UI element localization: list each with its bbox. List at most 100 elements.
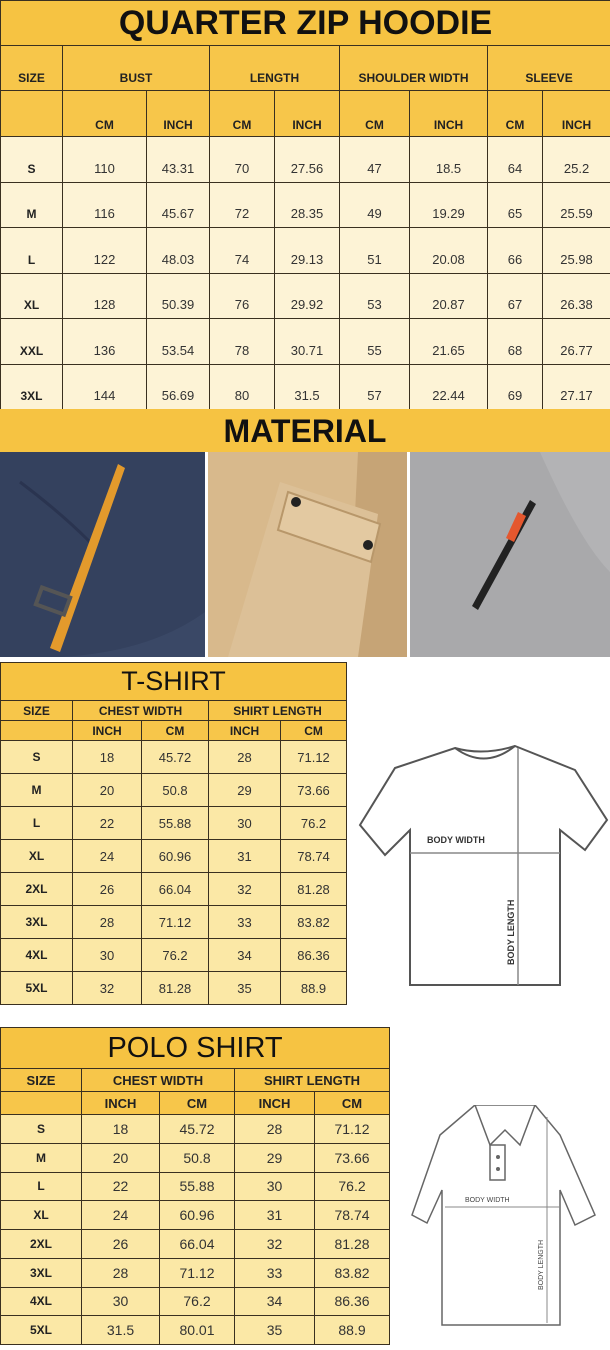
body-width-label: BODY WIDTH [427, 835, 485, 845]
table-row: XL 128 50.39 76 29.92 53 20.87 67 26.38 [0, 272, 610, 319]
table-row: 5XL 32 81.28 35 88.9 [0, 971, 348, 1005]
measurement-cell: 81.28 [141, 971, 209, 1005]
table-row: XL 24 60.96 31 78.74 [0, 839, 348, 873]
body-width-label: BODY WIDTH [465, 1197, 510, 1204]
unit-header: INCH [274, 90, 340, 137]
measurement-cell: 33 [234, 1257, 315, 1288]
measurement-cell: 29 [208, 773, 281, 807]
measurement-cell: 27.17 [541, 363, 610, 410]
measurement-cell: 78.74 [313, 1200, 391, 1230]
group-header: CHEST WIDTH [72, 700, 209, 721]
measurement-cell: 57 [339, 363, 410, 410]
measurement-cell: 31.5 [81, 1315, 160, 1345]
measurement-cell: 71.12 [159, 1257, 235, 1288]
tshirt-size-table: T-SHIRT SIZE CHEST WIDTH SHIRT LENGTH INCH CM… [0, 662, 348, 1005]
measurement-cell: 35 [234, 1315, 315, 1345]
measurement-cell: 30 [72, 938, 142, 972]
unit-header: INCH [146, 90, 210, 137]
table-row: 3XL 28 71.12 33 83.82 [0, 905, 348, 939]
table-row: 5XL 31.5 80.01 35 88.9 [0, 1315, 391, 1345]
unit-header: CM [313, 1091, 391, 1115]
measurement-cell: 45.72 [159, 1114, 235, 1144]
measurement-cell: 29.13 [274, 227, 340, 274]
measurement-cell: 78.74 [279, 839, 348, 873]
size-cell: XL [0, 272, 63, 319]
measurement-cell: 60.96 [159, 1200, 235, 1230]
measurement-cell: 45.67 [146, 181, 210, 228]
navy-fabric-photo [0, 452, 205, 657]
measurement-cell: 30.71 [274, 318, 340, 365]
size-cell: S [0, 136, 63, 183]
measurement-cell: 43.31 [146, 136, 210, 183]
measurement-cell: 71.12 [313, 1114, 391, 1144]
unit-header: CM [141, 720, 209, 741]
measurement-cell: 53.54 [146, 318, 210, 365]
size-cell: M [0, 1142, 82, 1173]
size-cell: XL [0, 839, 73, 873]
group-header: SHIRT LENGTH [233, 1068, 391, 1092]
table-row: 3XL 144 56.69 80 31.5 57 22.44 69 27.17 [0, 363, 610, 410]
measurement-cell: 31 [234, 1200, 315, 1230]
measurement-cell: 136 [62, 318, 147, 365]
group-header: SLEEVE [486, 45, 610, 91]
measurement-cell: 48.03 [146, 227, 210, 274]
size-header-blank [0, 1091, 82, 1115]
measurement-cell: 76.2 [159, 1286, 235, 1317]
table-row: M 20 50.8 29 73.66 [0, 773, 348, 807]
measurement-cell: 76.2 [313, 1171, 391, 1202]
measurement-cell: 18.5 [409, 136, 488, 183]
measurement-cell: 80 [209, 363, 275, 410]
measurement-cell: 45.72 [141, 740, 209, 774]
measurement-cell: 74 [209, 227, 275, 274]
size-cell: M [0, 181, 63, 228]
measurement-cell: 86.36 [279, 938, 348, 972]
size-cell: S [0, 1114, 82, 1144]
measurement-cell: 18 [81, 1114, 160, 1144]
measurement-cell: 83.82 [313, 1257, 391, 1288]
group-header: SHIRT LENGTH [207, 700, 348, 721]
table-row: 4XL 30 76.2 34 86.36 [0, 1286, 391, 1317]
table-row: 3XL 28 71.12 33 83.82 [0, 1257, 391, 1288]
measurement-cell: 81.28 [313, 1229, 391, 1259]
measurement-cell: 20 [81, 1142, 160, 1173]
unit-header: CM [487, 90, 543, 137]
size-cell: XL [0, 1200, 82, 1230]
measurement-cell: 88.9 [279, 971, 348, 1005]
table-row: XL 24 60.96 31 78.74 [0, 1200, 391, 1230]
measurement-cell: 20.87 [409, 272, 488, 319]
unit-header-row: CM INCH CM INCH CM INCH CM INCH [0, 90, 610, 137]
size-cell: 4XL [0, 938, 73, 972]
measurement-cell: 51 [339, 227, 410, 274]
measurement-cell: 64 [487, 136, 543, 183]
measurement-cell: 80.01 [159, 1315, 235, 1345]
polo-size-table: POLO SHIRT SIZE CHEST WIDTH SHIRT LENGTH INC… [0, 1027, 391, 1345]
measurement-cell: 50.8 [159, 1142, 235, 1173]
size-header-blank [0, 720, 73, 741]
measurement-cell: 35 [208, 971, 281, 1005]
measurement-cell: 76.2 [141, 938, 209, 972]
size-cell: 3XL [0, 1257, 82, 1288]
unit-header: INCH [234, 1091, 315, 1115]
measurement-cell: 55.88 [141, 806, 209, 840]
measurement-cell: 33 [208, 905, 281, 939]
measurement-cell: 30 [81, 1286, 160, 1317]
size-cell: L [0, 227, 63, 274]
measurement-cell: 76 [209, 272, 275, 319]
table-row: M 116 45.67 72 28.35 49 19.29 65 25.59 [0, 181, 610, 228]
table-title: POLO SHIRT [0, 1027, 391, 1069]
size-cell: M [0, 773, 73, 807]
measurement-cell: 49 [339, 181, 410, 228]
measurement-cell: 110 [62, 136, 147, 183]
measurement-cell: 55 [339, 318, 410, 365]
size-cell: 5XL [0, 971, 73, 1005]
measurement-cell: 81.28 [279, 872, 348, 906]
unit-header: CM [339, 90, 410, 137]
measurement-cell: 67 [487, 272, 543, 319]
size-cell: 2XL [0, 1229, 82, 1259]
measurement-cell: 68 [487, 318, 543, 365]
table-row: S 110 43.31 70 27.56 47 18.5 64 25.2 [0, 136, 610, 183]
measurement-cell: 128 [62, 272, 147, 319]
measurement-cell: 65 [487, 181, 543, 228]
measurement-cell: 83.82 [279, 905, 348, 939]
size-cell: XXL [0, 318, 63, 365]
